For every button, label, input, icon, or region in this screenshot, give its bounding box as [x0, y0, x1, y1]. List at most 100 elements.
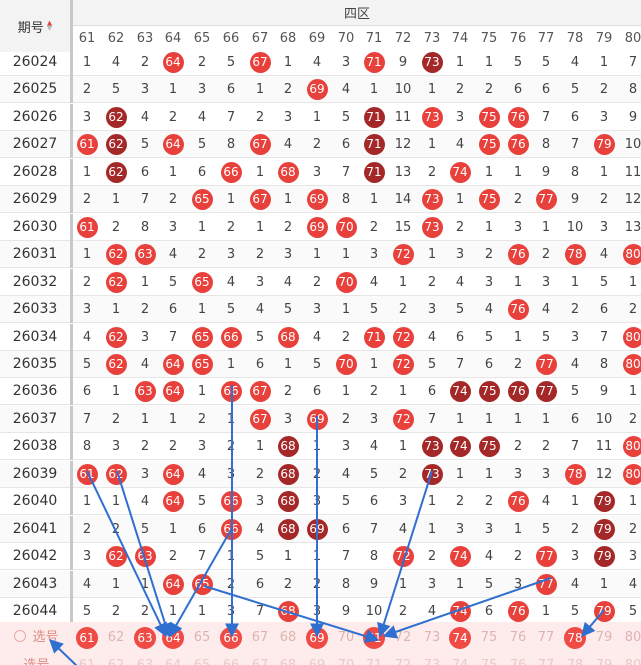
selected-ball-64[interactable]: 64	[162, 627, 184, 649]
miss-count-cell: 1	[111, 192, 121, 208]
select-number-secondary-71[interactable]: 71	[360, 654, 388, 665]
period-cell: 26029	[0, 186, 73, 214]
select-number-secondary-69[interactable]: 69	[303, 654, 331, 665]
select-number-77[interactable]: 77	[537, 630, 555, 645]
miss-count-cell: 5	[570, 82, 580, 98]
miss-count-cell: 7	[541, 109, 551, 125]
select-row-label-cell[interactable]: 选号	[0, 622, 73, 654]
miss-count-cell: 3	[283, 411, 293, 427]
period-cell: 26041	[0, 515, 73, 543]
select-number-70[interactable]: 70	[337, 630, 355, 645]
selected-ball-61[interactable]: 61	[76, 627, 98, 649]
draw-ball-79: 79	[593, 601, 615, 622]
select-number-secondary-63[interactable]: 63	[131, 654, 159, 665]
radio-icon[interactable]	[14, 630, 27, 642]
selected-ball-69[interactable]: 69	[306, 627, 328, 649]
miss-count-cell: 1	[82, 494, 92, 510]
select-number-secondary-68[interactable]: 68	[274, 654, 302, 665]
column-header-62: 62	[107, 31, 125, 46]
select-number-secondary-75[interactable]: 75	[475, 654, 503, 665]
miss-count-cell: 4	[111, 55, 121, 70]
period-cell: 26037	[0, 405, 73, 433]
miss-count-cell: 4	[398, 521, 408, 537]
select-number-secondary-64[interactable]: 64	[159, 654, 187, 665]
select-number-secondary-67[interactable]: 67	[246, 654, 274, 665]
selected-ball-66[interactable]: 66	[220, 627, 242, 649]
miss-count-cell: 1	[455, 192, 465, 208]
miss-count-cell: 1	[455, 411, 465, 427]
draw-ball-74: 74	[449, 601, 471, 622]
select-number-secondary-66[interactable]: 66	[217, 654, 245, 665]
select-number-secondary-61[interactable]: 61	[73, 654, 101, 665]
draw-ball-67: 67	[249, 52, 271, 73]
select-number-secondary-80[interactable]: 80	[619, 654, 641, 665]
select-number-secondary-62[interactable]: 62	[102, 654, 130, 665]
miss-count-cell: 3	[455, 247, 465, 263]
miss-count-cell: 1	[197, 604, 207, 619]
select-number-73[interactable]: 73	[423, 630, 441, 645]
selected-ball-74[interactable]: 74	[449, 627, 471, 649]
select-number-75[interactable]: 75	[480, 630, 498, 645]
miss-count-cell: 5	[283, 302, 293, 318]
miss-count-cell: 4	[168, 247, 178, 263]
miss-count-cell: 4	[541, 302, 551, 318]
select-number-79[interactable]: 79	[595, 630, 613, 645]
select-number-62[interactable]: 62	[107, 630, 125, 645]
sort-icon[interactable]: ▲ ▼	[46, 19, 53, 32]
select-number-secondary-79[interactable]: 79	[590, 654, 618, 665]
select-number-65[interactable]: 65	[193, 630, 211, 645]
select-number-67[interactable]: 67	[251, 630, 269, 645]
table-row: 26042 3 62 63 2 7 1 5 1 1 7 8 72 2 74 4 2 77 3 79 3	[0, 543, 641, 571]
miss-count-cell: 11	[595, 439, 613, 455]
miss-count-cell: 7	[570, 137, 580, 153]
miss-count-cell: 10	[394, 82, 412, 98]
select-number-secondary-78[interactable]: 78	[561, 654, 589, 665]
draw-ball-62: 62	[105, 326, 127, 348]
miss-count-cell: 2	[140, 604, 150, 619]
select-number-secondary-74[interactable]: 74	[446, 654, 474, 665]
miss-count-cell: 3	[140, 82, 150, 98]
miss-count-cell: 2	[484, 82, 494, 98]
miss-count-cell: 5	[255, 329, 265, 345]
select-number-76[interactable]: 76	[509, 630, 527, 645]
miss-count-cell: 1	[341, 302, 351, 318]
draw-ball-65: 65	[191, 326, 213, 348]
miss-count-cell: 7	[599, 329, 609, 345]
select-number-secondary-77[interactable]: 77	[532, 654, 560, 665]
draw-ball-80: 80	[622, 326, 641, 348]
table-row: 26030 61 2 8 3 1 2 1 2 69 70 2 15 73 2 1 3 1 10 3 13	[0, 213, 641, 241]
select-number-80[interactable]: 80	[624, 630, 641, 645]
select-number-secondary-70[interactable]: 70	[332, 654, 360, 665]
select-number-72[interactable]: 72	[394, 630, 412, 645]
miss-count-cell: 2	[283, 82, 293, 98]
miss-count-cell: 2	[255, 247, 265, 263]
miss-count-cell: 3	[570, 329, 580, 345]
miss-count-cell: 9	[541, 164, 551, 180]
miss-count-cell: 2	[427, 549, 437, 565]
miss-count-cell: 1	[283, 356, 293, 372]
selected-ball-78[interactable]: 78	[564, 627, 586, 649]
miss-count-cell: 8	[82, 439, 92, 455]
selected-ball-71[interactable]: 71	[363, 627, 385, 649]
miss-count-cell: 7	[140, 192, 150, 208]
select-number-secondary-73[interactable]: 73	[418, 654, 446, 665]
miss-count-cell: 6	[570, 411, 580, 427]
selected-ball-63[interactable]: 63	[134, 627, 156, 649]
miss-count-cell: 2	[628, 302, 638, 318]
miss-count-cell: 1	[455, 576, 465, 592]
select-number-secondary-72[interactable]: 72	[389, 654, 417, 665]
miss-count-cell: 1	[312, 439, 322, 455]
miss-count-cell: 3	[82, 109, 92, 125]
draw-ball-62: 62	[105, 244, 127, 266]
period-column-header[interactable]: 期号 ▲ ▼	[0, 0, 73, 52]
miss-count-cell: 3	[599, 219, 609, 235]
miss-count-cell: 3	[369, 411, 379, 427]
table-row: 26032 2 62 1 5 65 4 3 4 2 70 4 1 2 4 3 1 3 1 5 1	[0, 268, 641, 296]
select-number-secondary-76[interactable]: 76	[504, 654, 532, 665]
select-number-secondary-65[interactable]: 65	[188, 654, 216, 665]
select-number-68[interactable]: 68	[279, 630, 297, 645]
miss-count-cell: 1	[197, 219, 207, 235]
table-row: 26044 5 2 2 1 1 3 7 68 3 9 10 2 4 74 6 76 1 5 79 5	[0, 598, 641, 625]
miss-count-cell: 3	[312, 604, 322, 619]
miss-count-cell: 4	[570, 576, 580, 592]
